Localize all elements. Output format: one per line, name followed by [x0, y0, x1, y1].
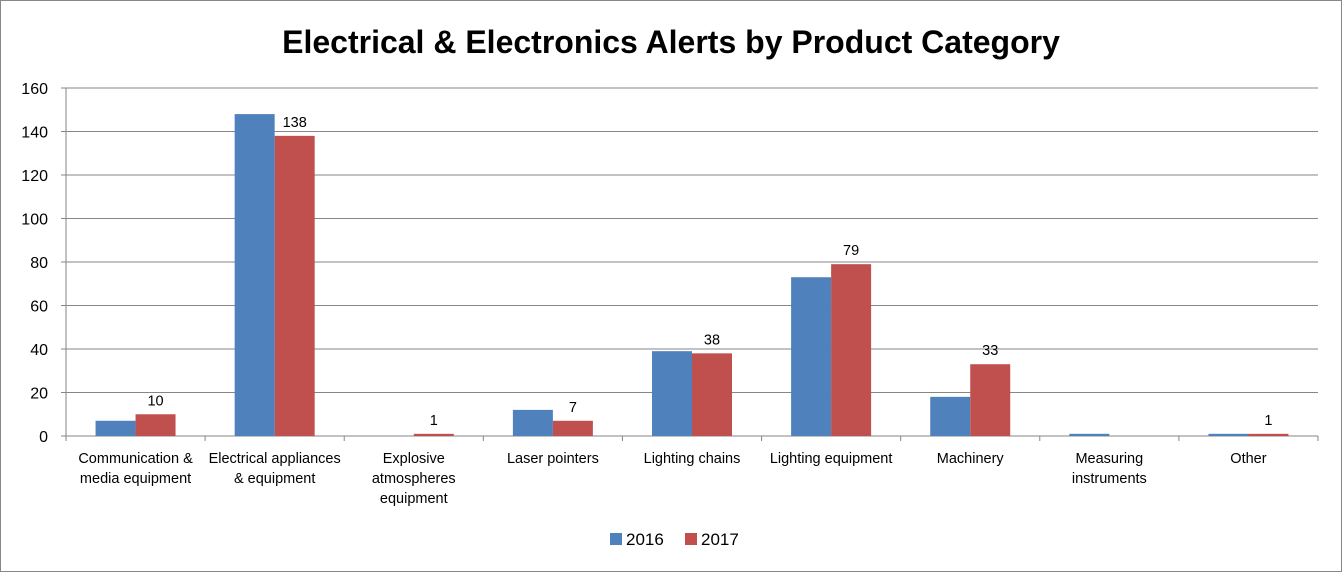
category-label: Lighting equipment: [770, 451, 893, 467]
legend-label: 2017: [701, 530, 739, 549]
category-labels: Communication & media equipment Electrical…: [78, 451, 1266, 507]
y-tick-label: 120: [21, 168, 48, 185]
y-tick-label: 160: [21, 81, 48, 98]
category-label: Machinery: [937, 451, 1005, 467]
data-labels: 10 138 1 7 38 79 33 1: [147, 115, 1272, 429]
y-tick-label: 80: [30, 255, 48, 272]
bar-2017: [413, 433, 454, 436]
bar-2017: [135, 414, 176, 436]
y-tick-label: 0: [39, 429, 48, 446]
bar-2017: [831, 264, 872, 436]
bar-2016: [1208, 433, 1249, 436]
legend-swatch-2016: [610, 533, 622, 545]
category-label: Measuring instruments: [1072, 451, 1147, 487]
data-label: 79: [843, 243, 859, 259]
bar-2016: [234, 114, 275, 436]
bar-2016: [791, 277, 832, 436]
bar-2017: [274, 135, 315, 436]
legend-swatch-2017: [685, 533, 697, 545]
bars: [95, 114, 1289, 436]
category-label: Other: [1230, 451, 1266, 467]
chart-title: Electrical & Electronics Alerts by Produ…: [282, 24, 1060, 60]
y-tick-label: 140: [21, 125, 48, 142]
bar-2016: [1069, 433, 1110, 436]
y-tick-label: 60: [30, 299, 48, 316]
bar-2017: [1248, 433, 1289, 436]
data-label: 10: [147, 393, 163, 409]
bar-2017: [692, 353, 732, 436]
category-label: Communication & media equipment: [78, 451, 193, 487]
data-label: 38: [704, 332, 720, 348]
bar-2016: [930, 396, 971, 436]
data-label: 1: [430, 413, 438, 429]
category-label: Explosive atmospheres equipment: [372, 451, 456, 507]
legend-label: 2016: [626, 530, 664, 549]
data-label: 7: [569, 400, 577, 416]
bar-2016: [95, 420, 136, 436]
y-tick-label: 20: [30, 386, 48, 403]
bar-2017: [970, 364, 1011, 436]
y-tick-label: 40: [30, 342, 48, 359]
data-label: 1: [1264, 413, 1272, 429]
legend: 2016 2017: [610, 530, 739, 549]
category-label: Electrical appliances & equipment: [209, 451, 341, 487]
bar-2017: [552, 420, 593, 436]
data-label: 33: [982, 343, 998, 359]
data-label: 138: [283, 115, 307, 131]
y-tick-label: 100: [21, 212, 48, 229]
category-label: Laser pointers: [507, 451, 599, 467]
category-label: Lighting chains: [644, 451, 741, 467]
bar-2016: [652, 351, 692, 436]
bar-2016: [512, 409, 553, 436]
